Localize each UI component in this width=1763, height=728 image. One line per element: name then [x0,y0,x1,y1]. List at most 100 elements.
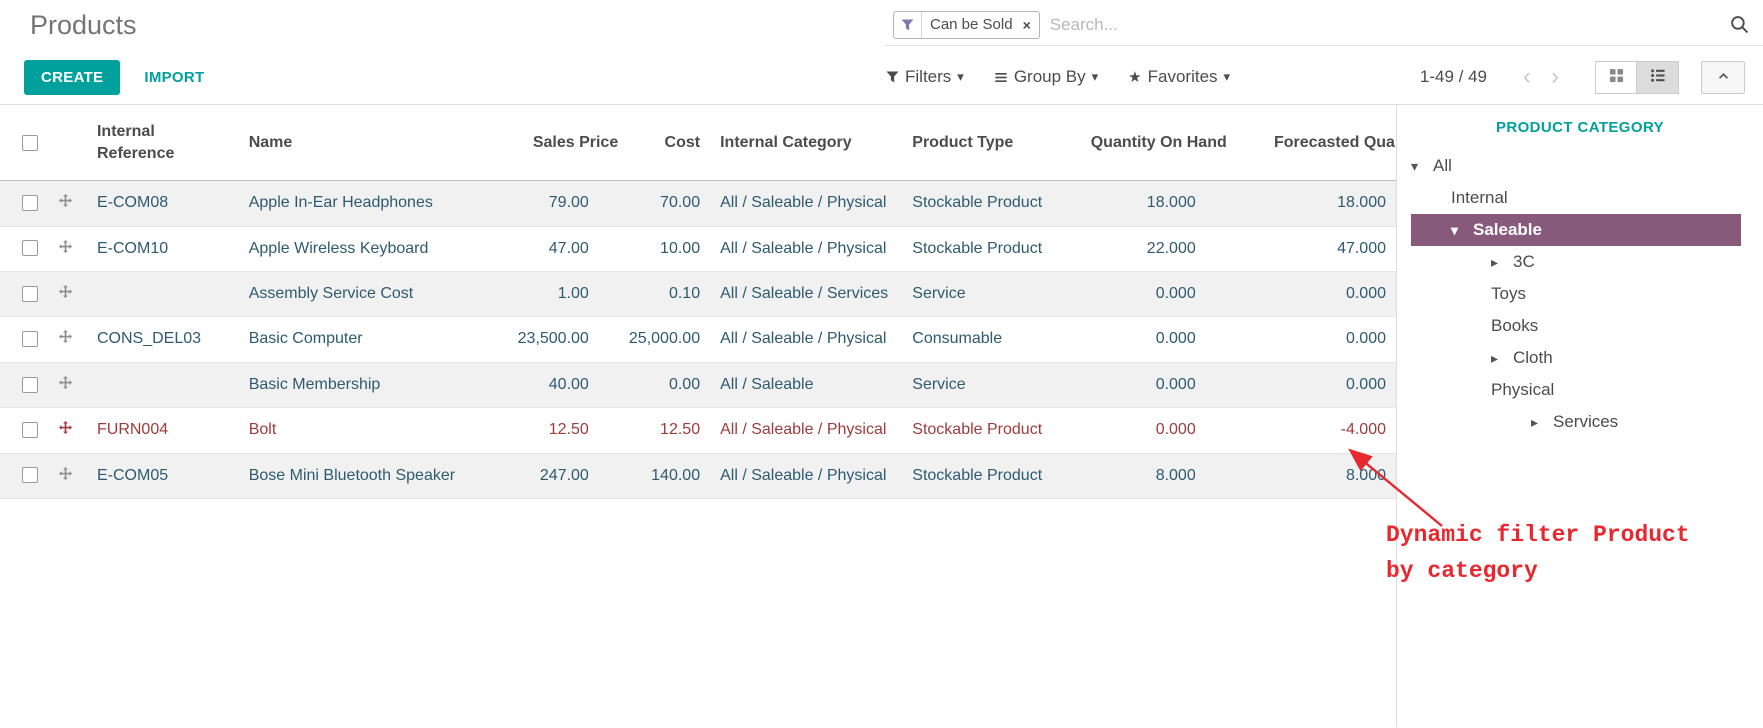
cell-cost[interactable]: 70.00 [660,194,701,212]
table-row[interactable]: E-COM10 Apple Wireless Keyboard 47.00 10… [0,226,1396,272]
filters-dropdown[interactable]: Filters ▾ [886,67,964,87]
cell-forecasted-quantity[interactable]: 18.000 [1337,194,1386,212]
group-by-dropdown[interactable]: Group By ▾ [994,67,1098,87]
cell-name[interactable]: Bolt [248,421,277,439]
row-checkbox[interactable] [22,467,38,484]
caret-icon[interactable]: ▸ [1531,413,1539,430]
cell-quantity-on-hand[interactable]: 0.000 [1155,375,1196,393]
cell-sales-price[interactable]: 40.00 [548,375,589,393]
cell-product-type[interactable]: Service [912,375,966,393]
cell-product-type[interactable]: Stockable Product [912,421,1043,439]
cell-cost[interactable]: 0.10 [668,284,701,302]
drag-handle-icon[interactable] [58,194,72,208]
cell-internal-category[interactable]: All / Saleable / Physical [720,239,887,257]
drag-handle-icon[interactable] [58,330,72,344]
row-checkbox[interactable] [22,421,38,438]
cell-internal-reference[interactable]: FURN004 [96,421,169,439]
search-input[interactable] [1039,14,1730,35]
cell-internal-reference[interactable] [87,362,239,407]
cell-forecasted-quantity[interactable]: -4.000 [1340,421,1386,439]
row-checkbox[interactable] [22,285,38,302]
cell-name[interactable]: Apple In-Ear Headphones [248,194,433,212]
pager-previous-button[interactable]: ‹ [1513,65,1541,89]
cell-internal-reference[interactable]: E-COM10 [96,239,169,257]
cell-quantity-on-hand[interactable]: 0.000 [1155,421,1196,439]
caret-icon[interactable]: ▸ [1491,253,1499,270]
cell-internal-category[interactable]: All / Saleable / Physical [720,466,887,484]
cell-product-type[interactable]: Consumable [912,330,1003,348]
table-row[interactable]: Assembly Service Cost 1.00 0.10 All / Sa… [0,271,1396,317]
cell-name[interactable]: Bose Mini Bluetooth Speaker [248,466,456,484]
cell-quantity-on-hand[interactable]: 22.000 [1146,239,1196,257]
pager-next-button[interactable]: › [1541,65,1569,89]
column-sales-price[interactable]: Sales Price [532,133,619,151]
table-row[interactable]: E-COM05 Bose Mini Bluetooth Speaker 247.… [0,453,1396,499]
cell-internal-reference[interactable]: E-COM08 [96,194,169,212]
caret-icon[interactable]: ▸ [1491,349,1499,366]
column-internal-reference[interactable]: Internal Reference [96,123,175,162]
cell-cost[interactable]: 25,000.00 [628,330,701,348]
table-row[interactable]: FURN004 Bolt 12.50 12.50 All / Saleable … [0,408,1396,454]
collapse-panel-button[interactable] [1701,60,1745,94]
category-item[interactable]: Physical [1397,374,1763,406]
category-item[interactable]: ▸ Cloth [1397,342,1763,374]
category-item[interactable]: Books [1397,310,1763,342]
row-checkbox[interactable] [22,331,38,348]
table-row[interactable]: CONS_DEL03 Basic Computer 23,500.00 25,0… [0,317,1396,363]
favorites-dropdown[interactable]: ★ Favorites ▾ [1128,67,1230,87]
cell-internal-category[interactable]: All / Saleable / Services [720,284,889,302]
cell-internal-reference[interactable]: CONS_DEL03 [96,330,202,348]
cell-product-type[interactable]: Stockable Product [912,466,1043,484]
cell-name[interactable]: Basic Computer [248,330,363,348]
caret-icon[interactable]: ▾ [1411,157,1419,174]
import-button[interactable]: IMPORT [144,68,205,86]
select-all-checkbox[interactable] [22,134,39,151]
drag-handle-icon[interactable] [58,466,72,480]
cell-forecasted-quantity[interactable]: 47.000 [1337,239,1386,257]
cell-cost[interactable]: 0.00 [668,375,701,393]
cell-quantity-on-hand[interactable]: 0.000 [1155,330,1196,348]
cell-cost[interactable]: 10.00 [660,239,701,257]
cell-internal-category[interactable]: All / Saleable / Physical [720,194,887,212]
cell-name[interactable]: Basic Membership [248,375,381,393]
cell-sales-price[interactable]: 79.00 [548,194,589,212]
cell-sales-price[interactable]: 1.00 [557,284,589,302]
cell-internal-category[interactable]: All / Saleable / Physical [720,330,887,348]
column-internal-category[interactable]: Internal Category [720,133,852,151]
category-item[interactable]: ▾ Saleable [1411,214,1741,246]
cell-forecasted-quantity[interactable]: 0.000 [1345,330,1386,348]
drag-handle-icon[interactable] [58,284,72,298]
column-product-type[interactable]: Product Type [912,133,1014,151]
cell-name[interactable]: Apple Wireless Keyboard [248,239,429,257]
cell-name[interactable]: Assembly Service Cost [248,284,414,302]
cell-cost[interactable]: 140.00 [651,466,701,484]
cell-quantity-on-hand[interactable]: 18.000 [1146,194,1196,212]
cell-quantity-on-hand[interactable]: 0.000 [1155,284,1196,302]
cell-sales-price[interactable]: 23,500.00 [517,330,589,348]
row-checkbox[interactable] [22,240,38,257]
facet-remove-icon[interactable]: × [1022,16,1031,33]
cell-cost[interactable]: 12.50 [660,421,701,439]
cell-product-type[interactable]: Stockable Product [912,239,1043,257]
drag-handle-icon[interactable] [58,421,72,435]
create-button[interactable]: CREATE [24,59,121,95]
category-item[interactable]: Toys [1397,278,1763,310]
cell-forecasted-quantity[interactable]: 0.000 [1345,284,1386,302]
category-item[interactable]: ▸ 3C [1397,246,1763,278]
drag-handle-icon[interactable] [58,239,72,253]
search-facet[interactable]: Can be Sold × [893,10,1040,39]
cell-internal-category[interactable]: All / Saleable / Physical [720,421,887,439]
cell-product-type[interactable]: Stockable Product [912,194,1043,212]
cell-internal-reference[interactable] [87,271,239,316]
kanban-view-button[interactable] [1595,60,1637,94]
cell-forecasted-quantity[interactable]: 8.000 [1345,466,1386,484]
category-item[interactable]: Internal [1397,182,1763,214]
cell-product-type[interactable]: Service [912,284,966,302]
drag-handle-icon[interactable] [58,375,72,389]
caret-icon[interactable]: ▾ [1451,221,1459,238]
column-quantity-on-hand[interactable]: Quantity On Hand [1090,133,1227,151]
cell-quantity-on-hand[interactable]: 8.000 [1155,466,1196,484]
search-bar[interactable]: Can be Sold × [885,4,1763,46]
search-icon[interactable] [1730,15,1749,34]
cell-internal-category[interactable]: All / Saleable [720,375,814,393]
